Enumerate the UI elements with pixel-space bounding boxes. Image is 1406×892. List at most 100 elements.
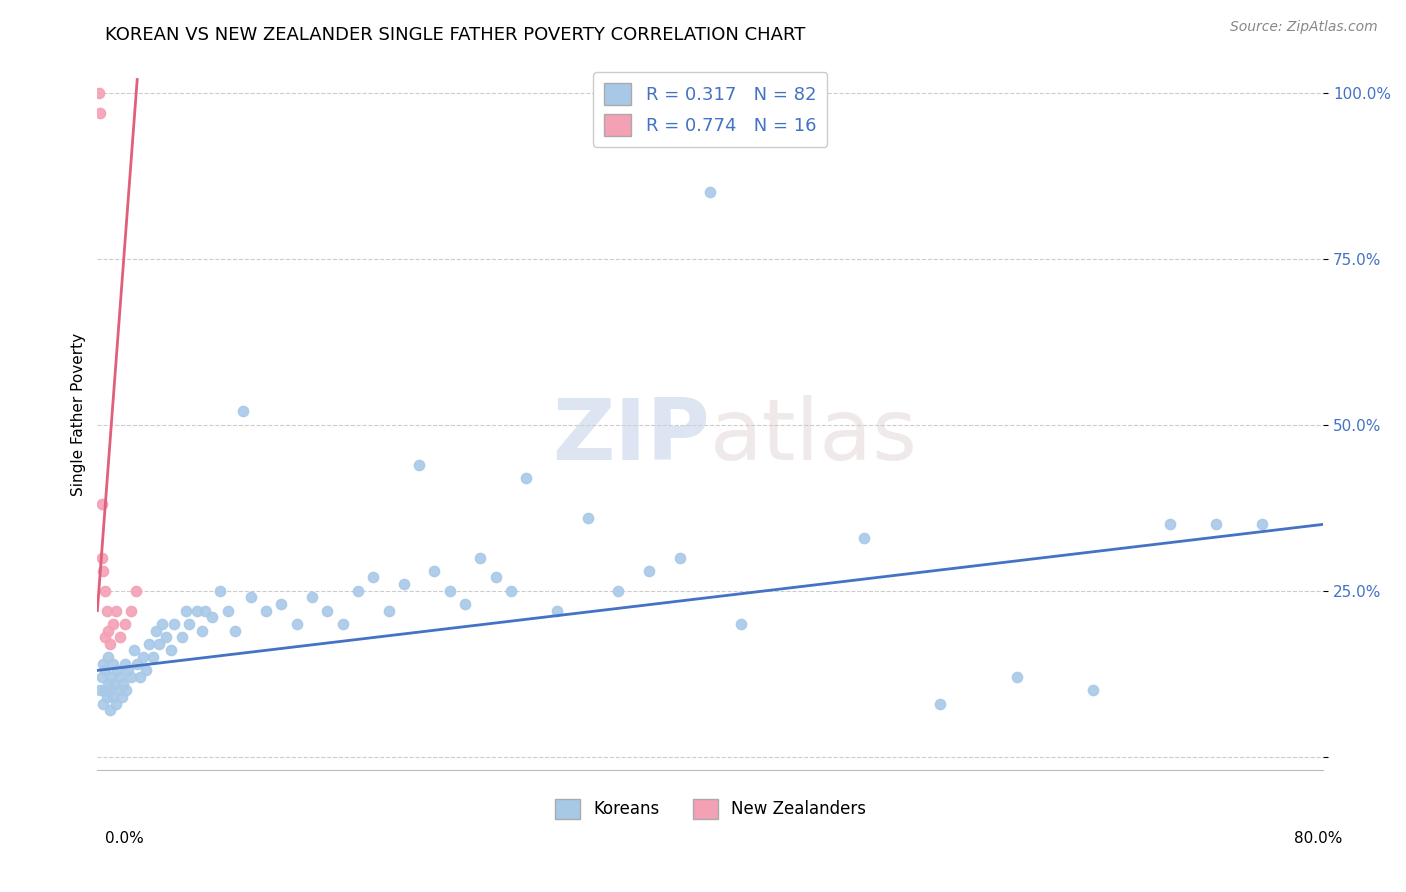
Point xyxy=(111,690,134,704)
Point xyxy=(576,510,599,524)
Point xyxy=(301,591,323,605)
Point xyxy=(98,703,121,717)
Point xyxy=(155,630,177,644)
Point xyxy=(239,591,262,605)
Point xyxy=(148,637,170,651)
Text: ZIP: ZIP xyxy=(553,394,710,477)
Point xyxy=(150,616,173,631)
Point xyxy=(93,657,115,671)
Point xyxy=(89,683,111,698)
Point xyxy=(114,616,136,631)
Point xyxy=(100,670,122,684)
Point xyxy=(138,637,160,651)
Legend: Koreans, New Zealanders: Koreans, New Zealanders xyxy=(548,792,873,826)
Point xyxy=(392,577,415,591)
Point xyxy=(103,676,125,690)
Point xyxy=(1005,670,1028,684)
Point xyxy=(87,86,110,100)
Point xyxy=(115,683,138,698)
Point xyxy=(285,616,308,631)
Point xyxy=(1251,517,1274,532)
Point xyxy=(1159,517,1181,532)
Point xyxy=(361,570,384,584)
Point xyxy=(98,683,121,698)
Point xyxy=(270,597,292,611)
Point xyxy=(174,604,197,618)
Point xyxy=(201,610,224,624)
Point xyxy=(110,670,132,684)
Point xyxy=(470,550,492,565)
Point xyxy=(93,697,115,711)
Point xyxy=(179,616,201,631)
Point xyxy=(97,650,120,665)
Point xyxy=(160,643,183,657)
Point xyxy=(163,616,186,631)
Point xyxy=(94,664,117,678)
Point xyxy=(852,531,875,545)
Point xyxy=(190,624,212,638)
Point xyxy=(439,583,461,598)
Point xyxy=(105,664,128,678)
Point xyxy=(217,604,239,618)
Point xyxy=(91,550,114,565)
Point xyxy=(145,624,167,638)
Point xyxy=(1205,517,1227,532)
Point xyxy=(377,604,399,618)
Text: 0.0%: 0.0% xyxy=(105,831,145,846)
Point xyxy=(135,664,157,678)
Point xyxy=(224,624,246,638)
Point xyxy=(347,583,370,598)
Point xyxy=(97,624,120,638)
Point xyxy=(122,643,145,657)
Point xyxy=(254,604,277,618)
Point xyxy=(332,616,354,631)
Point xyxy=(114,657,136,671)
Point xyxy=(120,604,142,618)
Point xyxy=(117,664,139,678)
Point xyxy=(638,564,661,578)
Point xyxy=(408,458,430,472)
Point xyxy=(112,676,135,690)
Point xyxy=(129,670,152,684)
Point xyxy=(546,604,568,618)
Point xyxy=(104,697,127,711)
Point xyxy=(94,683,117,698)
Point xyxy=(1083,683,1105,698)
Point xyxy=(110,630,132,644)
Point xyxy=(730,616,752,631)
Point xyxy=(107,683,129,698)
Point xyxy=(124,583,146,598)
Point xyxy=(97,676,120,690)
Point xyxy=(127,657,149,671)
Point xyxy=(120,670,142,684)
Point xyxy=(91,670,114,684)
Point xyxy=(186,604,208,618)
Point xyxy=(208,583,231,598)
Point xyxy=(515,471,537,485)
Y-axis label: Single Father Poverty: Single Father Poverty xyxy=(72,334,86,496)
Point xyxy=(501,583,523,598)
Point xyxy=(96,690,118,704)
Point xyxy=(101,616,124,631)
Point xyxy=(132,650,155,665)
Point xyxy=(101,690,124,704)
Point xyxy=(485,570,508,584)
Point xyxy=(101,657,124,671)
Point xyxy=(929,697,952,711)
Point xyxy=(668,550,690,565)
Point xyxy=(93,564,115,578)
Point xyxy=(699,186,721,200)
Point xyxy=(96,604,118,618)
Text: KOREAN VS NEW ZEALANDER SINGLE FATHER POVERTY CORRELATION CHART: KOREAN VS NEW ZEALANDER SINGLE FATHER PO… xyxy=(105,26,806,44)
Point xyxy=(141,650,163,665)
Point xyxy=(170,630,193,644)
Point xyxy=(94,630,117,644)
Point xyxy=(94,583,117,598)
Point xyxy=(89,105,111,120)
Point xyxy=(91,498,114,512)
Point xyxy=(316,604,339,618)
Point xyxy=(104,604,127,618)
Point xyxy=(98,637,121,651)
Point xyxy=(607,583,630,598)
Point xyxy=(423,564,446,578)
